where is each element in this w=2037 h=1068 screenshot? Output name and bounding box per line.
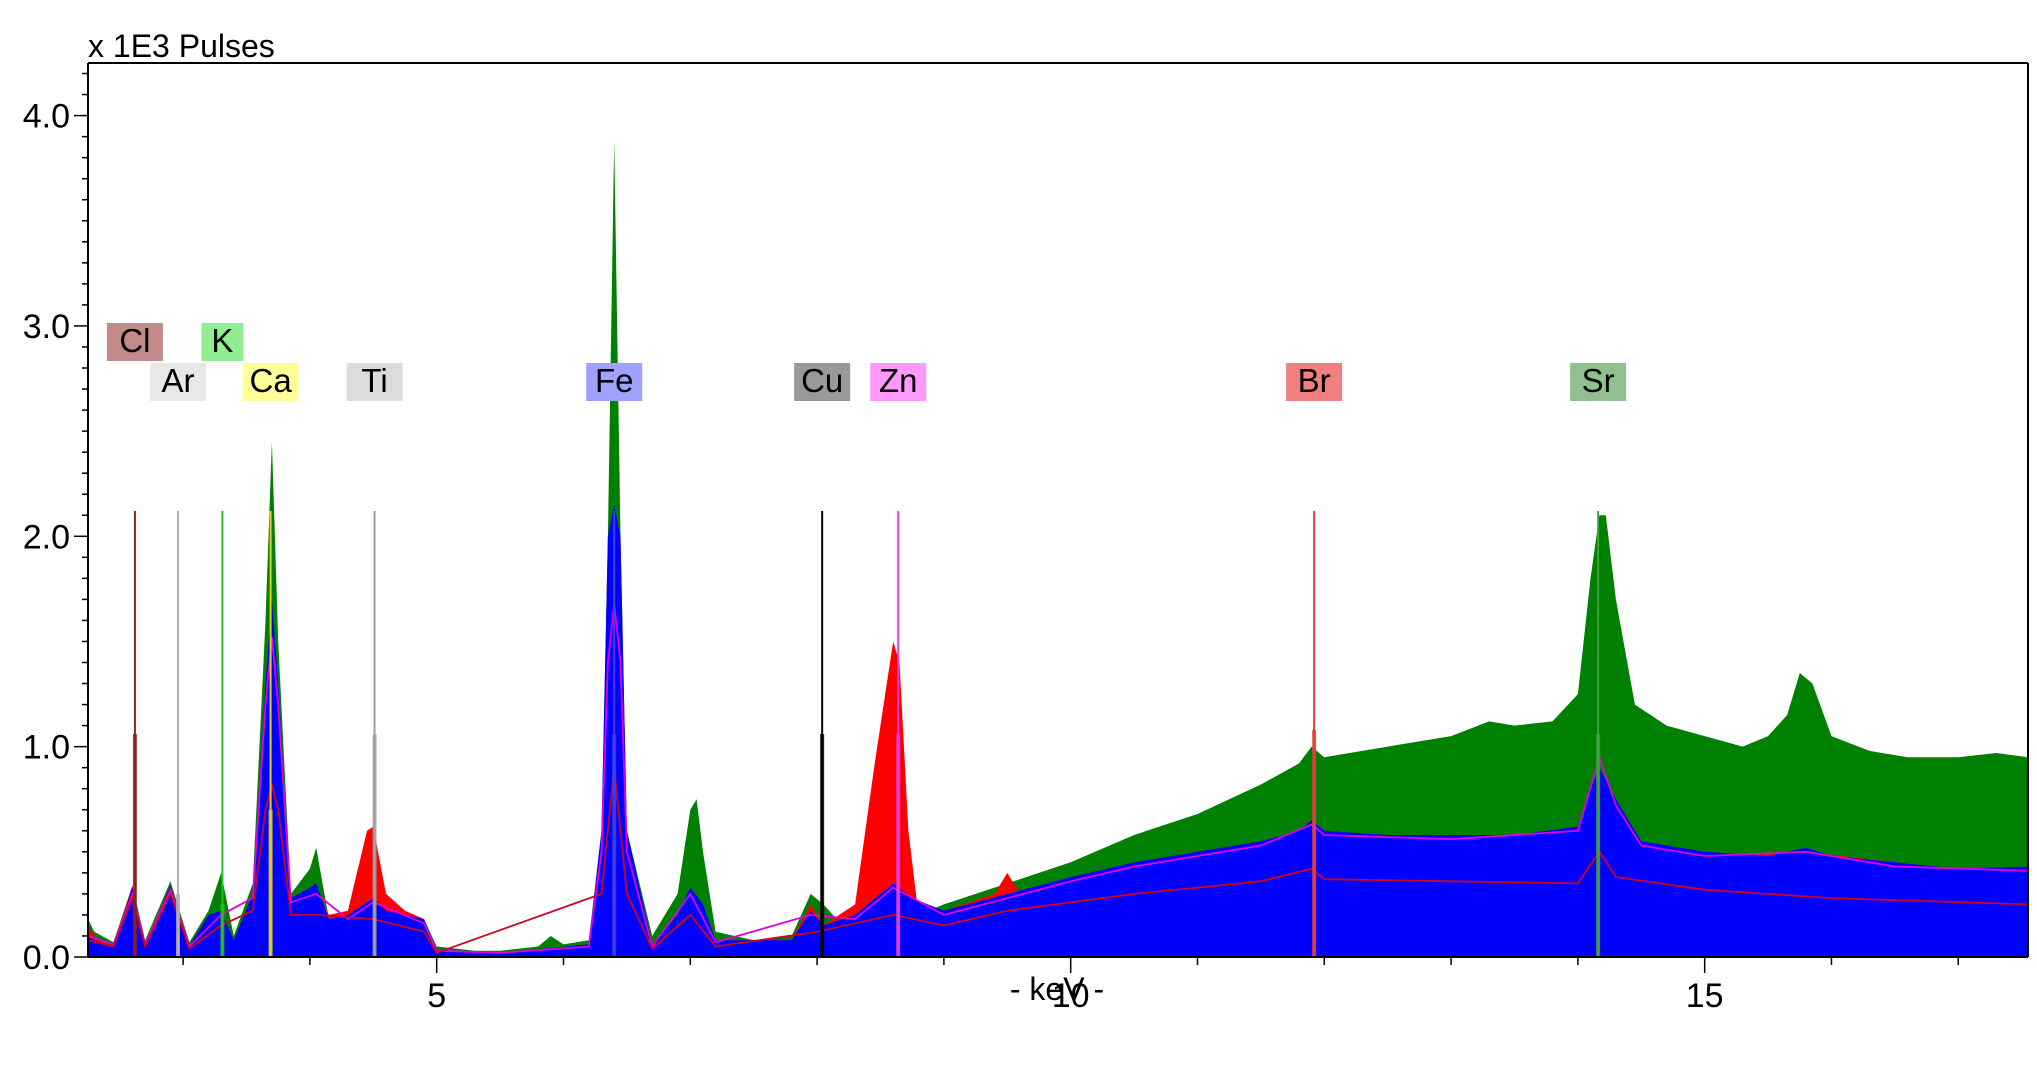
element-label-box bbox=[242, 363, 299, 401]
element-label-text: K bbox=[211, 322, 233, 359]
element-label-text: Br bbox=[1298, 362, 1331, 399]
series-line-red_line bbox=[88, 767, 2028, 954]
plot-area bbox=[88, 140, 2028, 957]
element-label-fe: Fe bbox=[586, 362, 643, 401]
element-label-text: Cu bbox=[801, 362, 843, 399]
y-tick-label: 1.0 bbox=[23, 729, 70, 767]
element-label-box bbox=[1570, 363, 1627, 401]
marker-bar-ca bbox=[268, 809, 273, 957]
marker-bar-k bbox=[220, 904, 225, 957]
element-label-text: Ar bbox=[162, 362, 195, 399]
x-tick-label: 15 bbox=[1686, 977, 1724, 1015]
element-label-box bbox=[150, 363, 207, 401]
marker-bar-fe bbox=[612, 734, 617, 957]
marker-bar-ti bbox=[372, 734, 377, 957]
element-label-ar: Ar bbox=[150, 362, 207, 401]
series-line-magenta_line bbox=[88, 603, 2028, 954]
y-unit-label: x 1E3 Pulses bbox=[88, 28, 275, 64]
series-area-blue bbox=[88, 504, 2028, 957]
element-label-text: Sr bbox=[1582, 362, 1615, 399]
marker-bar-br bbox=[1312, 729, 1317, 957]
element-label-cu: Cu bbox=[794, 362, 851, 401]
element-label-box bbox=[346, 363, 403, 401]
marker-bar-ar bbox=[176, 893, 181, 957]
element-label-sr: Sr bbox=[1570, 362, 1627, 401]
element-label-text: Zn bbox=[879, 362, 918, 399]
marker-bar-cl bbox=[132, 734, 137, 957]
element-label-box bbox=[201, 323, 244, 361]
y-tick-label: 3.0 bbox=[23, 308, 70, 346]
element-label-k: K bbox=[201, 322, 244, 361]
element-label-br: Br bbox=[1286, 362, 1343, 401]
marker-bar-zn bbox=[896, 734, 901, 957]
element-label-ti: Ti bbox=[346, 362, 403, 401]
x-axis-title: - keV - bbox=[1010, 971, 1104, 1007]
element-label-cl: Cl bbox=[106, 322, 163, 361]
marker-bar-sr bbox=[1596, 734, 1601, 957]
x-tick-label: 10 bbox=[1052, 977, 1090, 1015]
y-tick-label: 0.0 bbox=[23, 939, 70, 977]
element-label-text: Ca bbox=[249, 362, 292, 399]
axes: 0.0 1.0 2.0 3.0 4.0 5 10 15 bbox=[23, 62, 2029, 1015]
element-label-box bbox=[586, 363, 643, 401]
element-label-zn: Zn bbox=[870, 362, 927, 401]
element-label-box bbox=[870, 363, 927, 401]
marker-bar-cu bbox=[820, 734, 825, 957]
x-tick-label: 5 bbox=[427, 977, 446, 1015]
element-label-text: Fe bbox=[595, 362, 634, 399]
element-markers: Cl Ar K Ca Ti Fe Cu Zn Br Sr bbox=[106, 322, 1627, 957]
element-label-box bbox=[106, 323, 163, 361]
element-label-text: Cl bbox=[119, 322, 150, 359]
element-label-ca: Ca bbox=[242, 362, 299, 401]
element-label-text: Ti bbox=[361, 362, 387, 399]
y-tick-label: 2.0 bbox=[23, 518, 70, 556]
element-label-box bbox=[1286, 363, 1343, 401]
y-tick-label: 4.0 bbox=[23, 98, 70, 136]
series-area-green bbox=[88, 140, 2028, 957]
element-label-box bbox=[794, 363, 851, 401]
